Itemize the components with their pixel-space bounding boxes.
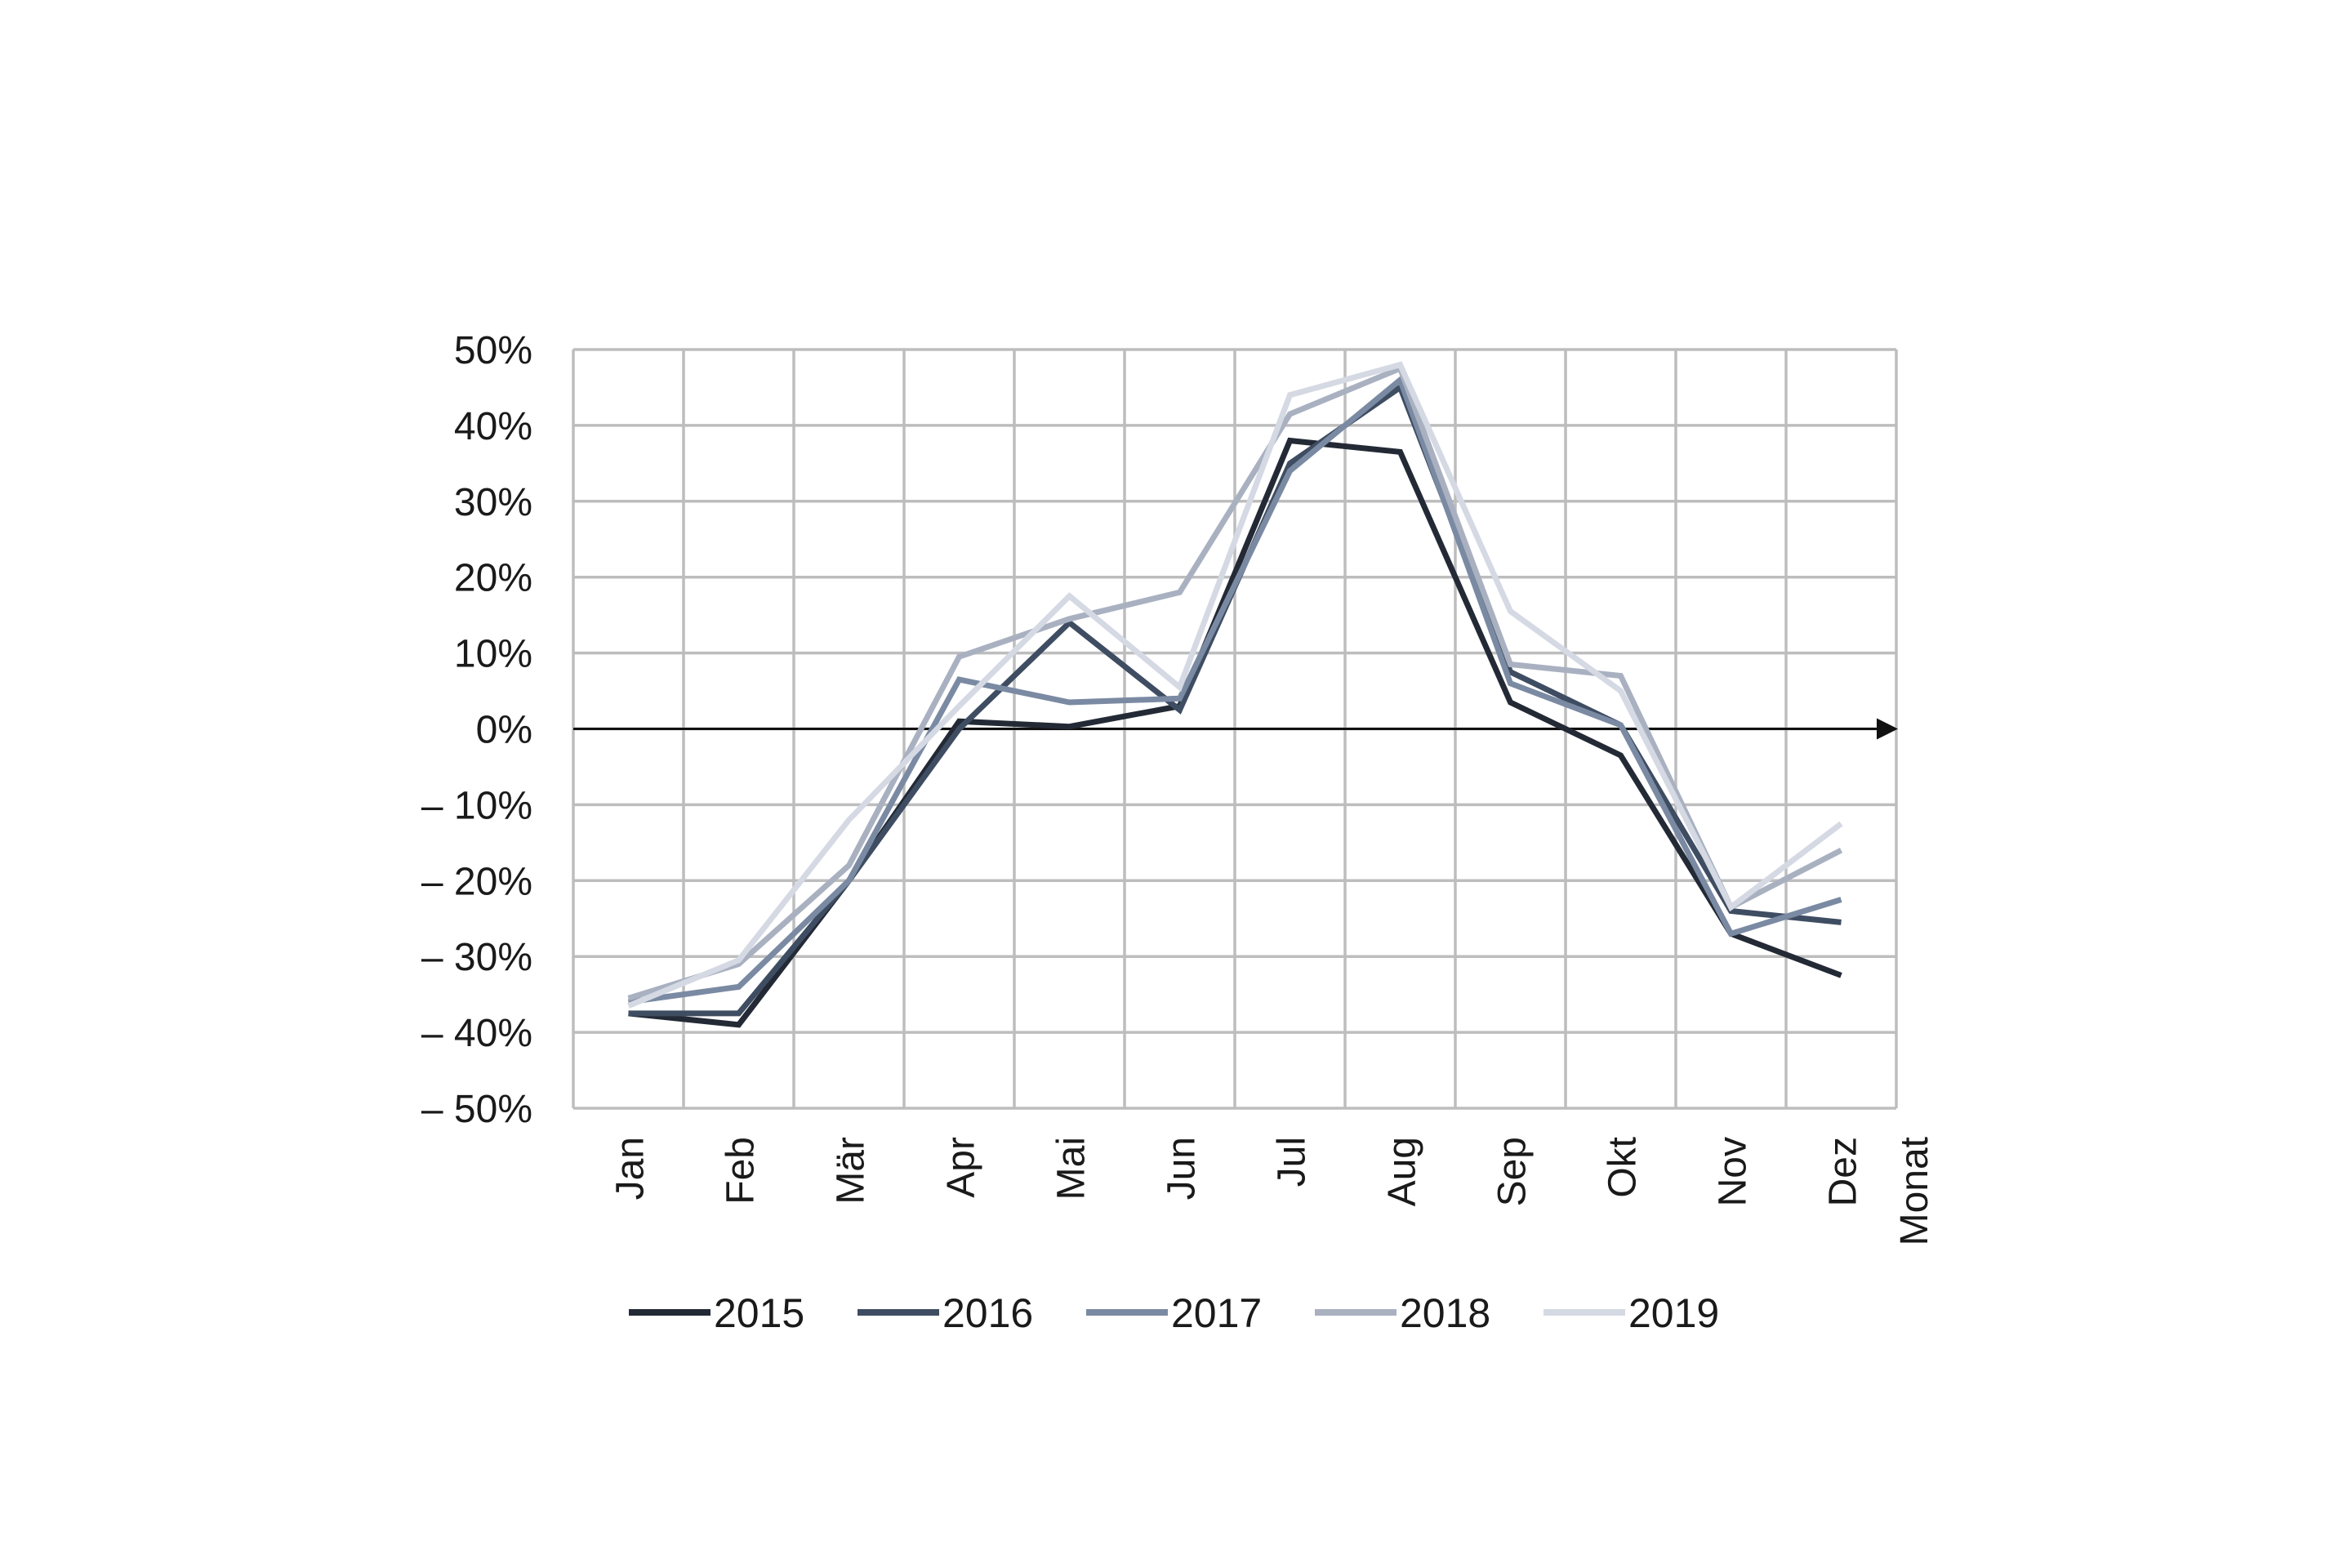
legend-label: 2016 bbox=[942, 1290, 1033, 1336]
y-tick-label: – 10% bbox=[421, 784, 532, 827]
legend-item: 2016 bbox=[858, 1290, 1033, 1336]
legend-label: 2018 bbox=[1400, 1290, 1490, 1336]
y-tick-label: 30% bbox=[454, 481, 532, 524]
zero-axis bbox=[573, 718, 1898, 740]
legend-label: 2015 bbox=[714, 1290, 804, 1336]
x-tick-label: Apr bbox=[940, 1137, 983, 1198]
y-tick-label: 40% bbox=[454, 405, 532, 448]
x-tick-label: Feb bbox=[719, 1137, 763, 1205]
x-tick-label: Mär bbox=[830, 1137, 873, 1205]
y-tick-label: – 20% bbox=[421, 860, 532, 903]
y-tick-label: 0% bbox=[476, 709, 532, 752]
legend-label: 2017 bbox=[1171, 1290, 1262, 1336]
x-tick-label: Dez bbox=[1822, 1137, 1865, 1206]
y-tick-label: 20% bbox=[454, 557, 532, 600]
x-tick-label: Jun bbox=[1160, 1137, 1204, 1200]
x-tick-label: Mai bbox=[1050, 1137, 1094, 1200]
y-tick-label: 50% bbox=[454, 329, 532, 372]
legend-item: 2015 bbox=[629, 1290, 804, 1336]
series-line-2017 bbox=[628, 375, 1842, 1005]
axis-arrowhead bbox=[1877, 718, 1898, 740]
legend: 2015 2016 2017 2018 2019 bbox=[629, 1290, 1719, 1336]
x-tick-labels: Jan Feb Mär Apr Mai Jun Jul Aug Sep Okt Nov Dez bbox=[609, 1137, 1865, 1206]
legend-item: 2017 bbox=[1086, 1290, 1262, 1336]
series-line-2018 bbox=[627, 364, 1843, 1001]
legend-label: 2019 bbox=[1628, 1290, 1719, 1336]
y-tick-labels: 50% 40% 30% 20% 10% 0% – 10% – 20% – 30% – 40% – 5… bbox=[421, 329, 532, 1131]
series-line-2019 bbox=[627, 361, 1843, 1009]
series-lines bbox=[627, 361, 1843, 1028]
y-tick-label: – 30% bbox=[421, 936, 532, 979]
x-tick-label: Jan bbox=[609, 1137, 653, 1200]
x-tick-label: Sep bbox=[1491, 1137, 1535, 1206]
x-tick-label: Jul bbox=[1271, 1137, 1314, 1187]
y-tick-label: – 50% bbox=[421, 1088, 532, 1131]
x-tick-label: Aug bbox=[1381, 1137, 1424, 1206]
y-tick-label: 10% bbox=[454, 633, 532, 676]
x-tick-label: Nov bbox=[1712, 1137, 1755, 1206]
legend-item: 2018 bbox=[1315, 1290, 1490, 1336]
y-tick-label: – 40% bbox=[421, 1012, 532, 1055]
legend-item: 2019 bbox=[1544, 1290, 1719, 1336]
x-tick-label: Okt bbox=[1601, 1137, 1645, 1198]
x-axis-label: Monat bbox=[1893, 1137, 1936, 1245]
